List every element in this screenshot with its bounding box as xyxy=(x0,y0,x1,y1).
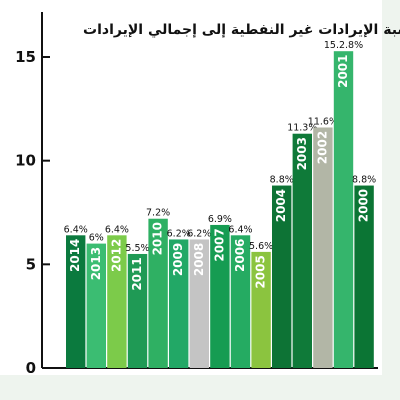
value-label-2004: 8.8% xyxy=(270,175,294,186)
category-label-2002: 2002 xyxy=(315,131,329,164)
value-label-2000: 8.8% xyxy=(352,175,376,186)
value-label-2002: 11.6% xyxy=(308,116,338,127)
value-label-2006: 6.4% xyxy=(228,224,252,235)
bar-2007 xyxy=(210,224,230,368)
chart-title: نسبة الإيرادات غير النفطية إلى إجمالي ال… xyxy=(83,22,400,38)
category-label-2010: 2010 xyxy=(151,222,165,255)
bar-2002 xyxy=(313,127,333,368)
value-label-2011: 5.5% xyxy=(125,243,149,254)
y-tick-label: 10 xyxy=(15,152,36,170)
category-label-2004: 2004 xyxy=(274,189,288,222)
bar-2013 xyxy=(86,243,106,368)
category-label-2000: 2000 xyxy=(357,189,371,222)
value-label-2010: 7.2% xyxy=(146,208,170,219)
category-label-2006: 2006 xyxy=(233,239,247,272)
value-label-2005: 5.6% xyxy=(249,241,273,252)
category-label-2013: 2013 xyxy=(89,247,103,280)
y-tick-label: 5 xyxy=(26,255,36,273)
category-label-2003: 2003 xyxy=(295,137,309,170)
value-label-2009: 6.2% xyxy=(167,228,191,239)
bar-2001 xyxy=(333,51,354,368)
value-label-2001: 15.2.8% xyxy=(324,40,363,51)
category-label-2012: 2012 xyxy=(109,239,123,272)
value-label-2012: 6.4% xyxy=(105,224,129,235)
bar-2012 xyxy=(107,235,127,368)
y-tick-label: 15 xyxy=(15,48,36,66)
bar-2008 xyxy=(189,239,209,368)
bar-2003 xyxy=(292,133,312,368)
bar-2006 xyxy=(230,235,251,368)
value-label-2014: 6.4% xyxy=(64,224,88,235)
bar-2014 xyxy=(66,235,86,368)
category-label-2001: 2001 xyxy=(336,54,350,87)
value-label-2003: 11.3% xyxy=(287,123,317,134)
category-label-2009: 2009 xyxy=(171,243,185,276)
category-label-2005: 2005 xyxy=(254,255,268,288)
y-tick-label: 0 xyxy=(26,359,36,377)
bar-2004 xyxy=(272,185,292,368)
bar-2000 xyxy=(354,185,374,368)
value-label-2013: 6% xyxy=(89,233,104,244)
category-label-2014: 2014 xyxy=(68,239,82,272)
bar-2009 xyxy=(169,239,189,368)
bar-2005 xyxy=(251,251,271,368)
bar-2010 xyxy=(148,218,168,368)
value-label-2008: 6.2% xyxy=(187,228,211,239)
bar-2011 xyxy=(127,253,148,368)
category-label-2011: 2011 xyxy=(130,257,144,290)
value-label-2007: 6.9% xyxy=(208,214,232,225)
category-label-2007: 2007 xyxy=(212,228,226,261)
category-label-2008: 2008 xyxy=(192,243,206,276)
